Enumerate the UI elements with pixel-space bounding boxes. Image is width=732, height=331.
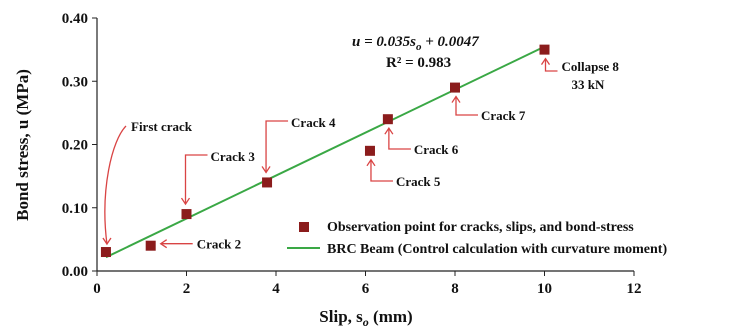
crack5-leader [370, 159, 393, 182]
y-tick-label: 0.00 [62, 264, 88, 280]
annotation-label: First crack [131, 119, 193, 134]
data-point [100, 247, 111, 258]
crack7-leader [455, 96, 478, 116]
annotation-arrowhead [384, 127, 394, 135]
annotation-arrowhead [102, 237, 112, 246]
legend-marker-points [299, 222, 309, 232]
annotation-arrowhead [180, 197, 191, 206]
fit-line [105, 45, 545, 259]
data-point [181, 209, 192, 220]
equation-sub: o [416, 41, 422, 53]
r-squared-label: R² = 0.983 [386, 55, 451, 71]
equation-tail: + 0.0047 [421, 34, 479, 50]
annotation-layer: First crack Crack 2 Crack 3 Crack 4 Crack 5 C… [102, 57, 620, 252]
y-tick-label: 0.30 [62, 74, 88, 90]
x-tick-label: 2 [183, 281, 191, 297]
annotation-arrowhead [540, 57, 551, 65]
crack4-leader [265, 120, 289, 173]
annotation-label: Crack 3 [211, 149, 256, 164]
annotation-label: Crack 6 [414, 142, 459, 157]
regression-equation: u = 0.035so + 0.0047 [352, 34, 479, 53]
annotation-label: Crack 2 [197, 237, 241, 252]
annotation-arrowhead [159, 239, 168, 249]
x-tick-label: 6 [362, 281, 370, 297]
annotation-label: Crack 5 [396, 174, 441, 189]
annotation-arrowhead [366, 158, 376, 167]
data-point [262, 177, 273, 188]
annotation-arrowhead [261, 166, 271, 174]
legend-label-line: BRC Beam (Control calculation with curva… [327, 242, 667, 257]
annotation-label: 33 kN [572, 77, 605, 92]
first-crack-leader [104, 125, 127, 245]
legend: Observation point for cracks, slips, and… [287, 220, 667, 257]
x-axis-title-main: Slip, s [319, 307, 363, 326]
crack6-leader [388, 128, 411, 150]
data-point [364, 145, 375, 156]
x-axis-title: Slip, so (mm) [319, 307, 412, 329]
tick-layer: 0 2 4 6 8 10 12 0.00 0.10 0.20 0.30 0.40 [62, 11, 642, 297]
annotation-label: Collapse 8 [562, 59, 620, 74]
annotation-arrowhead [451, 95, 461, 103]
x-tick-label: 12 [627, 281, 642, 297]
x-tick-label: 0 [93, 281, 101, 297]
annotation-label: Crack 7 [481, 108, 526, 123]
data-point [539, 44, 550, 55]
y-tick-label: 0.10 [62, 201, 88, 217]
data-point [450, 82, 460, 93]
annotation-label: Crack 4 [291, 115, 336, 130]
x-axis-title-sub: o [363, 315, 369, 329]
line-layer [105, 45, 545, 259]
equation-main: u = 0.035s [352, 34, 416, 50]
legend-label-points: Observation point for cracks, slips, and… [327, 220, 634, 235]
y-tick-label: 0.40 [62, 11, 88, 27]
data-point [145, 240, 156, 251]
point-layer [100, 44, 550, 258]
y-tick-label: 0.20 [62, 138, 88, 154]
y-axis-title: Bond stress, u (MPa) [13, 69, 32, 221]
collapse8-leader [544, 58, 558, 72]
x-tick-label: 10 [537, 281, 552, 297]
data-point [382, 114, 393, 125]
x-tick-label: 4 [272, 281, 280, 297]
crack3-leader [184, 154, 208, 205]
x-axis-title-unit: (mm) [369, 307, 413, 326]
x-tick-label: 8 [451, 281, 459, 297]
